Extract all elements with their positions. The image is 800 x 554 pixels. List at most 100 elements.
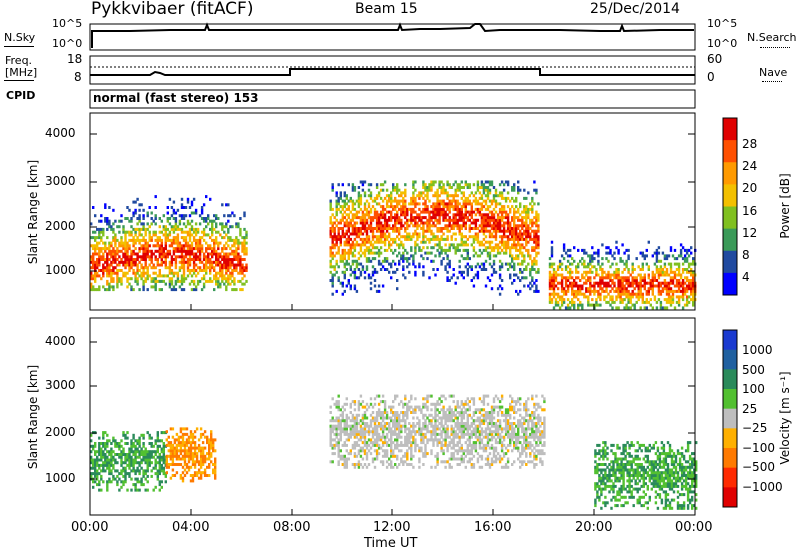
power-echo-cell (106, 282, 109, 286)
power-echo-cell (558, 281, 562, 285)
power-echo-cell (398, 194, 401, 198)
velocity-echo-cell (377, 413, 381, 417)
velocity-echo-cell (343, 422, 346, 425)
power-echo-cell (655, 265, 659, 269)
power-echo-cell (164, 260, 167, 264)
velocity-echo-cell (337, 443, 340, 447)
power-echo-cell (519, 218, 522, 222)
velocity-echo-cell (373, 430, 377, 434)
power-echo-cell (160, 241, 163, 245)
power-echo-cell (235, 266, 238, 270)
power-echo-cell (452, 218, 455, 222)
power-echo-cell (527, 254, 530, 258)
power-echo-cell (245, 263, 248, 267)
power-echo-cell (617, 284, 620, 288)
power-echo-cell (641, 251, 644, 255)
power-echo-cell (398, 207, 401, 211)
velocity-echo-cell (349, 430, 352, 434)
power-echo-cell (172, 288, 176, 292)
power-echo-cell (398, 227, 401, 230)
power-echo-cell (331, 276, 334, 280)
power-echo-cell (597, 281, 600, 285)
power-echo-cell (639, 284, 642, 288)
power-echo-cell (589, 279, 592, 282)
power-echo-cell (573, 284, 576, 288)
power-echo-cell (217, 252, 220, 256)
power-echo-cell (237, 252, 240, 256)
power-echo-cell (643, 276, 646, 280)
power-echo-cell (466, 254, 469, 258)
velocity-echo-cell (331, 460, 334, 464)
power-echo-cell (229, 236, 232, 240)
power-echo-cell (506, 183, 510, 187)
power-echo-cell (128, 247, 131, 251)
velocity-echo-cell (379, 435, 383, 439)
power-echo-cell (470, 268, 473, 271)
power-echo-cell (335, 270, 338, 274)
velocity-echo-cell (158, 472, 161, 476)
velocity-echo-cell (183, 454, 187, 458)
velocity-echo-cell (102, 463, 105, 467)
power-echo-cell (448, 205, 451, 209)
power-echo-cell (406, 221, 409, 225)
power-echo-cell (190, 269, 194, 272)
power-echo-cell (422, 196, 425, 200)
power-echo-cell (205, 269, 208, 272)
power-echo-cell (162, 255, 165, 259)
power-echo-cell (690, 262, 693, 266)
power-echo-cell (140, 222, 143, 226)
power-echo-cell (480, 202, 484, 206)
power-echo-cell (233, 249, 236, 253)
power-echo-cell (488, 235, 492, 239)
power-echo-cell (170, 255, 174, 259)
velocity-echo-cell (385, 422, 389, 425)
velocity-echo-cell (140, 453, 143, 456)
power-echo-cell (361, 216, 365, 220)
power-echo-cell (599, 268, 602, 271)
power-echo-cell (331, 240, 334, 244)
velocity-echo-cell (351, 443, 355, 447)
power-echo-cell (494, 229, 498, 233)
velocity-echo-cell (94, 472, 97, 476)
power-echo-cell (452, 243, 455, 247)
power-echo-cell (442, 213, 445, 217)
velocity-echo-cell (212, 441, 215, 445)
power-echo-cell (390, 218, 393, 222)
power-echo-cell (577, 262, 580, 266)
velocity-echo-cell (160, 458, 163, 462)
power-echo-cell (492, 186, 496, 189)
power-echo-cell (231, 271, 234, 275)
power-echo-cell (661, 281, 665, 285)
power-echo-cell (550, 246, 554, 250)
power-echo-cell (140, 203, 143, 207)
velocity-echo-cell (132, 469, 135, 473)
power-echo-cell (675, 262, 679, 266)
velocity-echo-cell (181, 432, 185, 436)
power-echo-cell (349, 196, 352, 200)
power-echo-cell (436, 202, 439, 206)
velocity-echo-cell (160, 431, 163, 435)
power-echo-cell (158, 274, 161, 278)
power-echo-cell (130, 252, 133, 256)
power-echo-cell (569, 248, 572, 252)
power-echo-cell (221, 247, 224, 251)
power-echo-cell (677, 273, 681, 277)
power-echo-cell (146, 255, 149, 259)
power-echo-cell (357, 202, 361, 206)
power-echo-cell (229, 225, 232, 229)
power-echo-cell (517, 257, 520, 261)
power-echo-cell (347, 251, 350, 255)
velocity-echo-cell (138, 488, 141, 492)
velocity-echo-cell (124, 477, 127, 481)
power-echo-cell (239, 230, 242, 234)
power-echo-cell (552, 287, 556, 291)
velocity-echo-cell (183, 457, 187, 461)
power-echo-cell (142, 217, 145, 220)
power-echo-cell (651, 281, 654, 285)
power-echo-cell (472, 246, 476, 250)
velocity-echo-cell (383, 449, 387, 453)
power-echo-cell (207, 258, 210, 261)
power-echo-cell (194, 241, 198, 245)
power-echo-cell (363, 237, 367, 241)
power-echo-cell (160, 279, 163, 283)
